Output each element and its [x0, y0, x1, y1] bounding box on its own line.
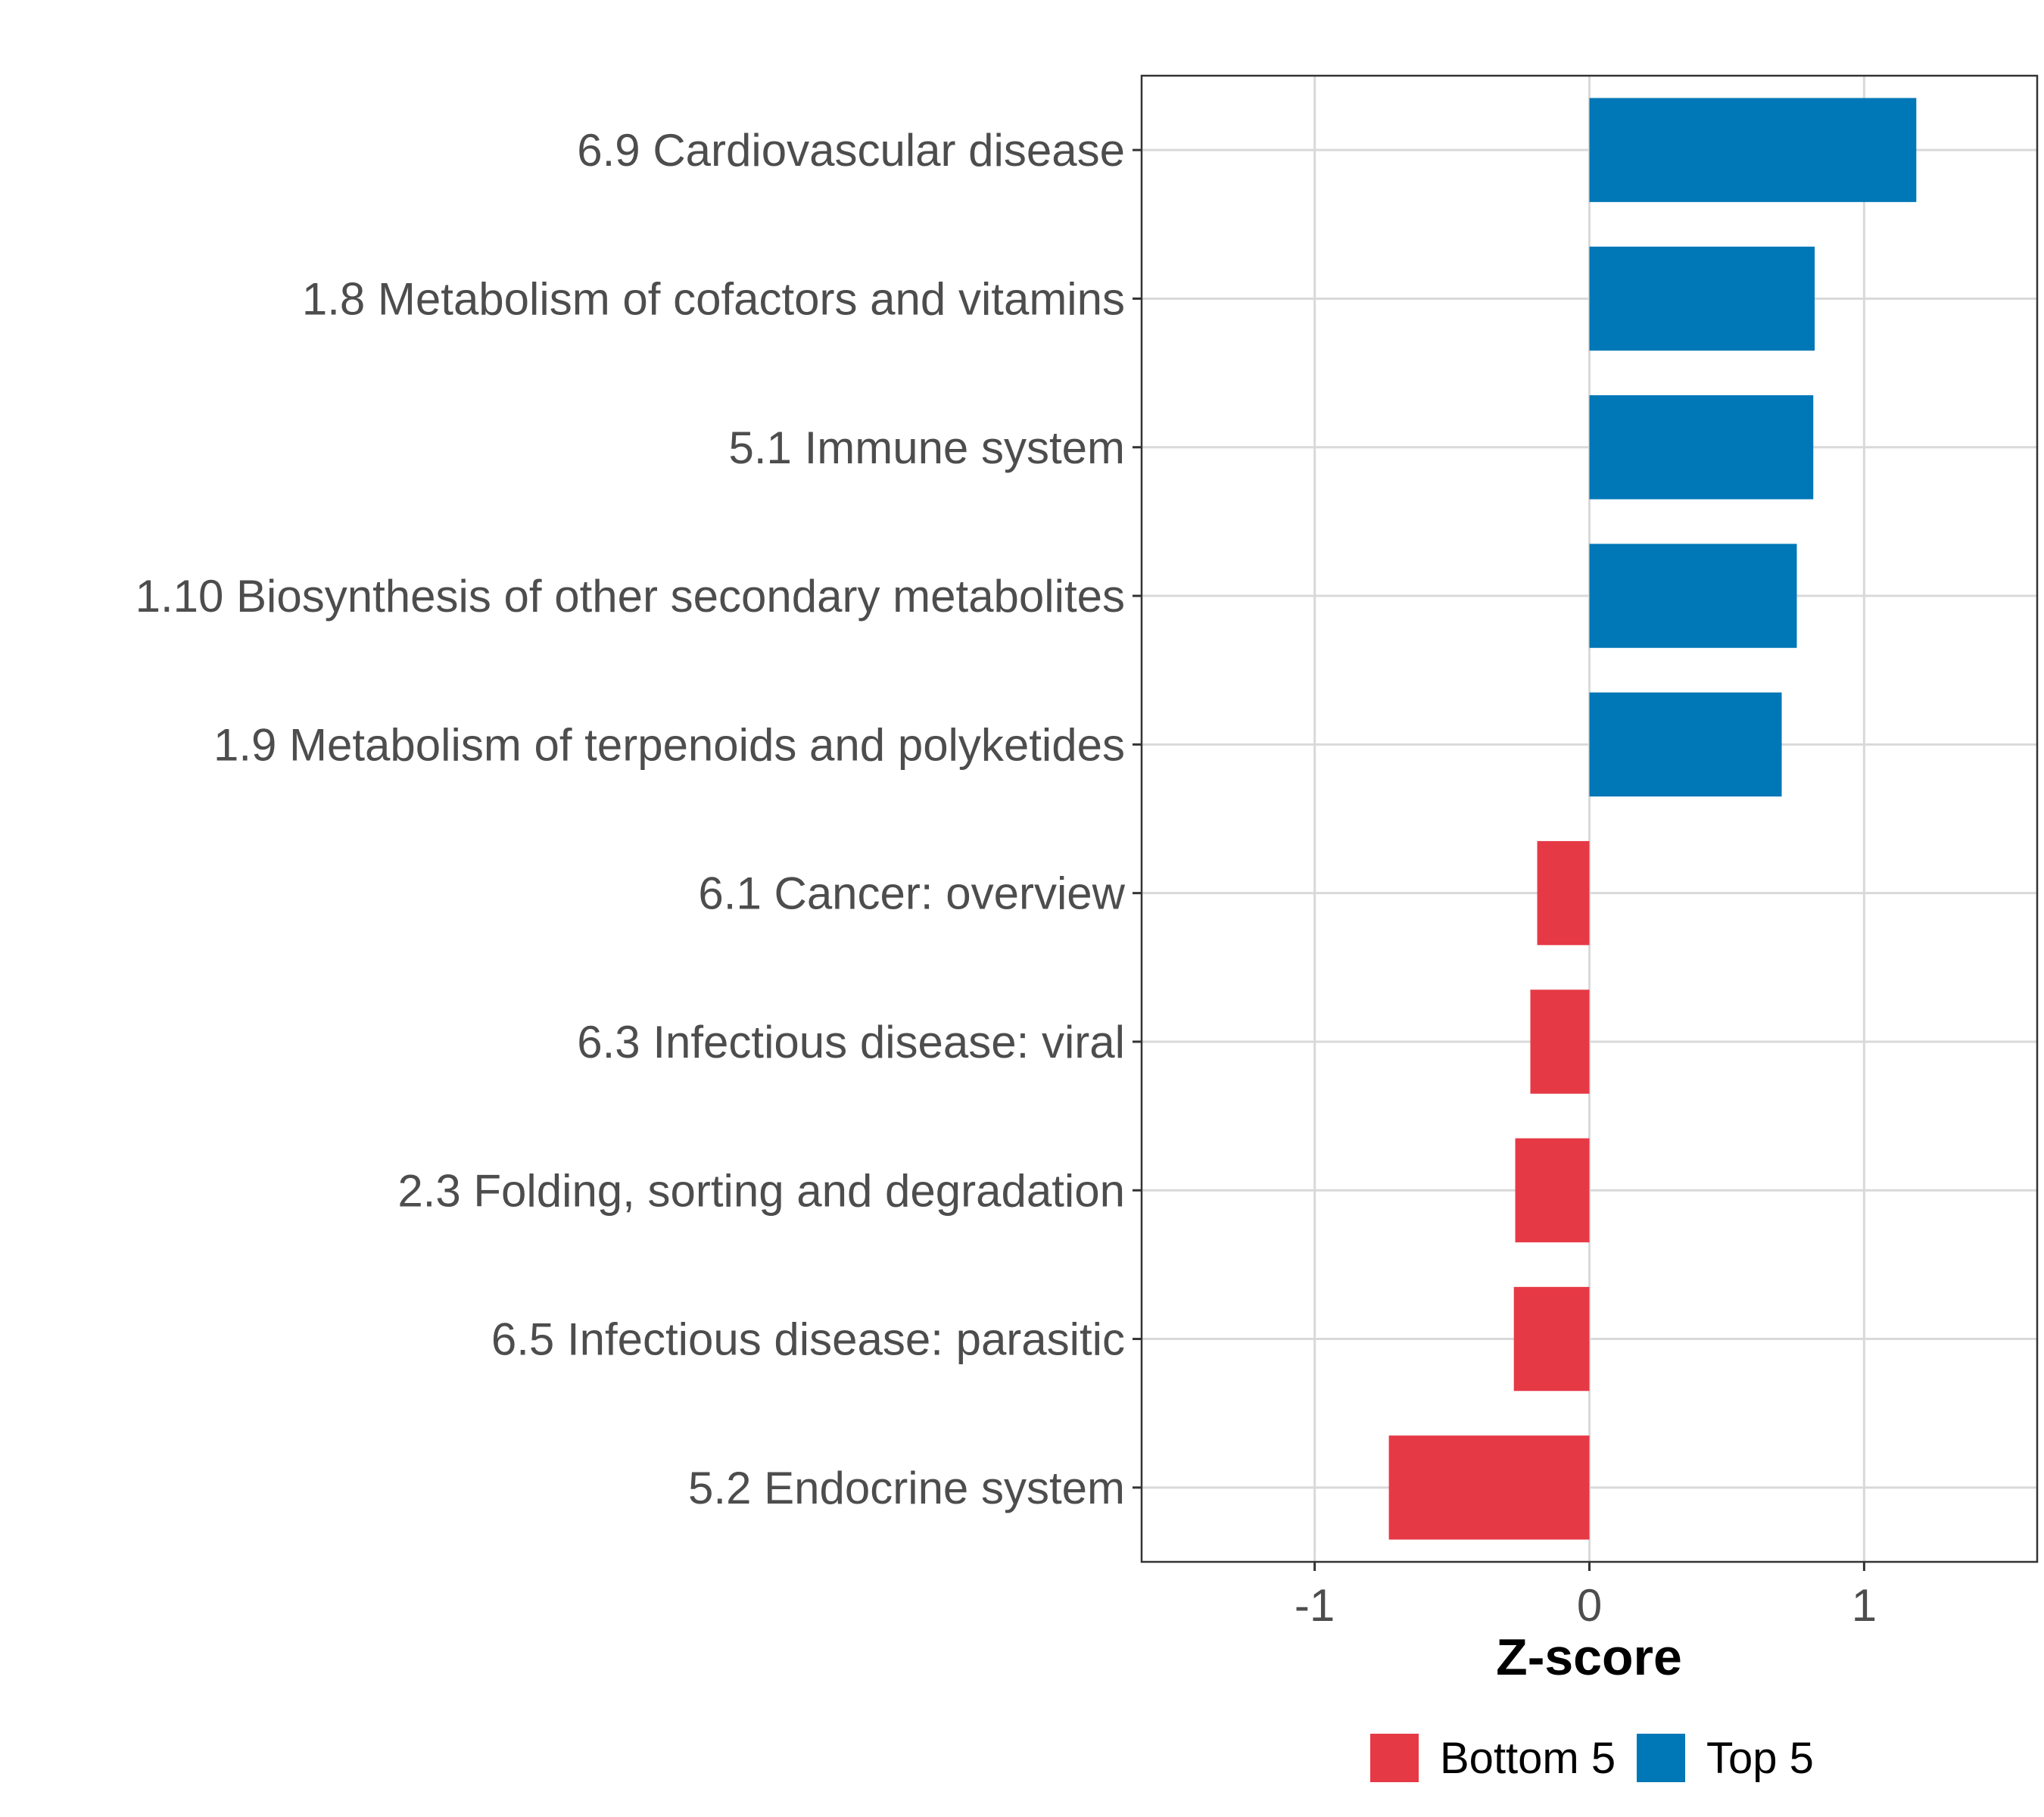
x-axis-title: Z-score	[1496, 1628, 1682, 1686]
legend-label: Bottom 5	[1440, 1734, 1616, 1783]
legend: Bottom 5 Top 5	[1370, 1734, 1814, 1783]
category-label: 1.10 Biosynthesis of other secondary met…	[136, 571, 1125, 622]
y-axis: 6.9 Cardiovascular disease 1.8 Metabolism…	[136, 125, 1142, 1513]
category-label: 1.9 Metabolism of terpenoids and polyket…	[213, 719, 1125, 770]
x-axis: -1 0 1	[1295, 1562, 1877, 1631]
legend-label: Top 5	[1706, 1734, 1814, 1783]
bar	[1589, 692, 1782, 797]
category-label: 5.2 Endocrine system	[688, 1463, 1125, 1513]
bar	[1388, 1435, 1590, 1540]
legend-key	[1637, 1734, 1685, 1782]
category-label: 2.3 Folding, sorting and degradation	[397, 1165, 1125, 1216]
category-label: 6.5 Infectious disease: parasitic	[491, 1314, 1125, 1365]
bar	[1589, 98, 1917, 202]
category-label: 6.3 Infectious disease: viral	[577, 1017, 1125, 1067]
category-label: 6.1 Cancer: overview	[698, 868, 1125, 919]
legend-key	[1370, 1734, 1419, 1782]
category-label: 1.8 Metabolism of cofactors and vitamins	[302, 273, 1125, 324]
bar	[1513, 1286, 1590, 1392]
bar	[1530, 990, 1590, 1094]
x-tick-label: 1	[1852, 1580, 1877, 1631]
bar	[1589, 246, 1815, 351]
bar	[1537, 840, 1590, 946]
bar	[1589, 544, 1797, 648]
category-label: 6.9 Cardiovascular disease	[577, 125, 1125, 176]
x-tick-label: -1	[1295, 1580, 1335, 1631]
bar	[1515, 1138, 1590, 1242]
x-tick-label: 0	[1577, 1580, 1602, 1631]
category-label: 5.1 Immune system	[728, 422, 1125, 473]
bar	[1589, 395, 1814, 500]
bars	[1388, 98, 1917, 1540]
